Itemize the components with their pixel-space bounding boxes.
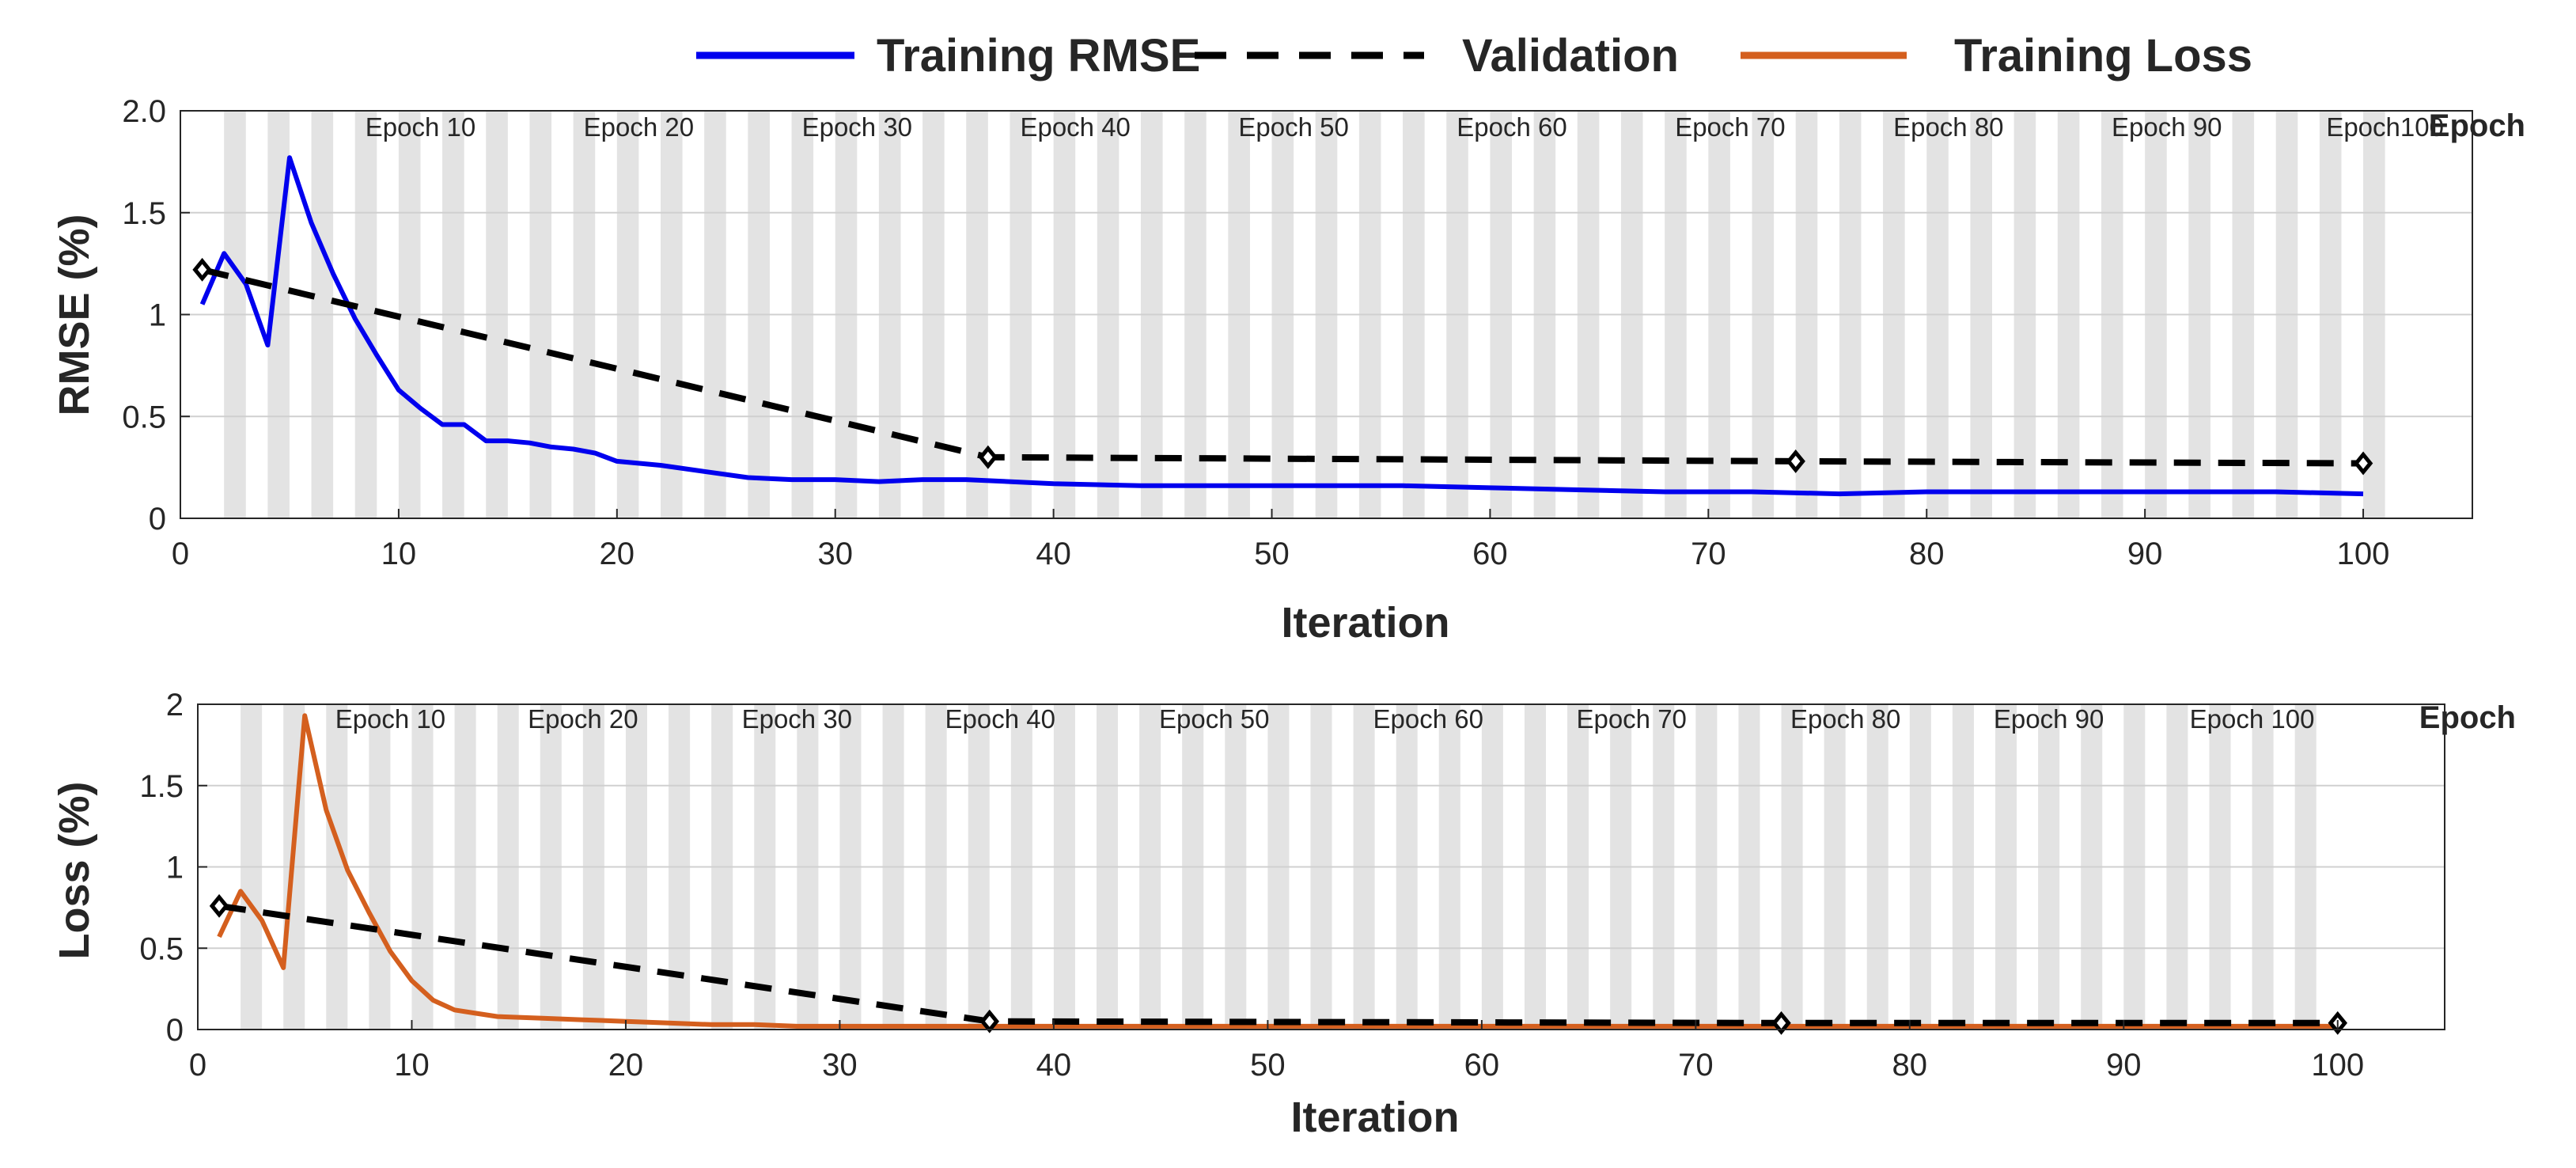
rmse-epoch-label: Epoch 50 (1238, 112, 1348, 142)
rmse-y-tick-label: 2.0 (122, 94, 166, 129)
loss-x-tick-label: 40 (1036, 1048, 1072, 1083)
rmse-panel: Epoch 10 Epoch 20 Epoch 30 Epoch 40 Epoch 50… (51, 94, 2525, 647)
loss-x-tick-label: 100 (2311, 1048, 2364, 1083)
loss-epoch-label: Epoch 70 (1576, 704, 1686, 734)
legend-label-training-loss: Training Loss (1954, 30, 2252, 82)
rmse-x-tick-label: 50 (1254, 537, 1290, 571)
loss-y-tick-label: 2 (166, 688, 184, 722)
rmse-x-tick-label: 80 (1909, 537, 1945, 571)
loss-x-tick-label: 30 (822, 1048, 858, 1083)
loss-x-tick-labels: 0 10 20 30 40 50 60 70 80 90 100 (189, 1048, 2364, 1083)
rmse-y-tick-label: 0.5 (122, 400, 166, 434)
loss-x-tick-label: 80 (1892, 1048, 1928, 1083)
legend-label-training-rmse: Training RMSE (877, 30, 1200, 82)
rmse-epoch-axis-label: Epoch (2429, 108, 2525, 143)
rmse-epoch-label: Epoch 70 (1675, 112, 1785, 142)
rmse-axes (180, 110, 2473, 519)
loss-epoch-label: Epoch 80 (1790, 704, 1900, 734)
loss-y-tick-labels: 0 0.5 1 1.5 2 (139, 688, 184, 1048)
loss-x-tick-label: 70 (1678, 1048, 1714, 1083)
rmse-epoch-label: Epoch 30 (802, 112, 912, 142)
loss-epoch-label: Epoch 90 (1994, 704, 2104, 734)
rmse-x-tick-label: 40 (1036, 537, 1071, 571)
rmse-validation-marker (192, 257, 212, 282)
rmse-y-tick-label: 1.5 (122, 196, 166, 231)
rmse-validation-marker (978, 445, 998, 469)
loss-x-tick-label: 20 (608, 1048, 644, 1083)
rmse-epoch-labels: Epoch 10 Epoch 20 Epoch 30 Epoch 40 Epoch 50… (366, 112, 2444, 142)
legend: Training RMSE Validation Training Loss (696, 30, 2252, 82)
loss-x-tick-label: 0 (189, 1048, 206, 1083)
rmse-y-tick-label: 1 (149, 298, 166, 333)
loss-x-axis-title: Iteration (1290, 1094, 1459, 1141)
loss-y-axis-title: Loss (%) (51, 781, 98, 959)
rmse-x-tick-label: 30 (817, 537, 853, 571)
rmse-y-tick-label: 0 (149, 502, 166, 537)
rmse-x-tick-label: 70 (1691, 537, 1726, 571)
loss-y-tick-label: 0 (166, 1013, 184, 1048)
rmse-validation-marker (2353, 451, 2373, 476)
rmse-x-axis-title: Iteration (1281, 599, 1449, 647)
rmse-epoch-label: Epoch 40 (1020, 112, 1130, 142)
rmse-epoch-label: Epoch 60 (1457, 112, 1566, 142)
loss-series (209, 713, 2347, 1035)
loss-y-tick-label: 1.5 (139, 769, 184, 804)
rmse-x-tick-label: 60 (1472, 537, 1508, 571)
rmse-y-tick-labels: 0 0.5 1 1.5 2.0 (122, 94, 166, 537)
rmse-x-tick-label: 90 (2127, 537, 2163, 571)
rmse-series-validation (201, 267, 2364, 467)
loss-series-training-loss (217, 713, 2338, 1029)
rmse-x-tick-label: 10 (381, 537, 417, 571)
loss-epoch-label: Epoch 40 (945, 704, 1055, 734)
rmse-series-training-rmse (199, 155, 2364, 497)
loss-x-tick-label: 50 (1250, 1048, 1286, 1083)
rmse-x-tick-label: 100 (2337, 537, 2390, 571)
loss-x-tick-label: 60 (1464, 1048, 1500, 1083)
loss-epoch-labels: Epoch 10 Epoch 20 Epoch 30 Epoch 40 Epoch 50… (335, 704, 2315, 734)
rmse-series (192, 155, 2373, 497)
loss-epoch-axis-label: Epoch (2419, 700, 2516, 735)
loss-epoch-label: Epoch 30 (742, 704, 852, 734)
loss-validation-marker (1771, 1011, 1791, 1035)
rmse-epoch-label: Epoch 10 (366, 112, 475, 142)
legend-label-validation: Validation (1462, 30, 1679, 82)
rmse-epoch-label: Epoch 90 (2112, 112, 2222, 142)
rmse-validation-marker (1786, 449, 1805, 473)
loss-epoch-label: Epoch 10 (335, 704, 445, 734)
rmse-epoch-label: Epoch100 (2326, 112, 2444, 142)
rmse-epoch-label: Epoch 80 (1893, 112, 2003, 142)
loss-epoch-label: Epoch 100 (2190, 704, 2315, 734)
rmse-x-tick-label: 20 (600, 537, 635, 571)
loss-series-validation (218, 902, 2338, 1026)
loss-y-tick-label: 1 (166, 851, 184, 885)
loss-epoch-label: Epoch 60 (1373, 704, 1483, 734)
rmse-y-axis-title: RMSE (%) (51, 214, 98, 416)
loss-x-tick-label: 90 (2106, 1048, 2142, 1083)
rmse-x-tick-label: 0 (172, 537, 189, 571)
loss-axes (197, 703, 2445, 1030)
loss-y-tick-label: 0.5 (139, 931, 184, 966)
loss-panel: Epoch 10 Epoch 20 Epoch 30 Epoch 40 Epoch 50… (51, 688, 2516, 1141)
loss-x-tick-label: 10 (394, 1048, 430, 1083)
rmse-epoch-label: Epoch 20 (584, 112, 694, 142)
loss-epoch-label: Epoch 50 (1159, 704, 1269, 734)
loss-validation-marker (209, 893, 229, 918)
rmse-x-tick-labels: 0 10 20 30 40 50 60 70 80 90 100 (172, 537, 2390, 571)
loss-epoch-label: Epoch 20 (528, 704, 638, 734)
